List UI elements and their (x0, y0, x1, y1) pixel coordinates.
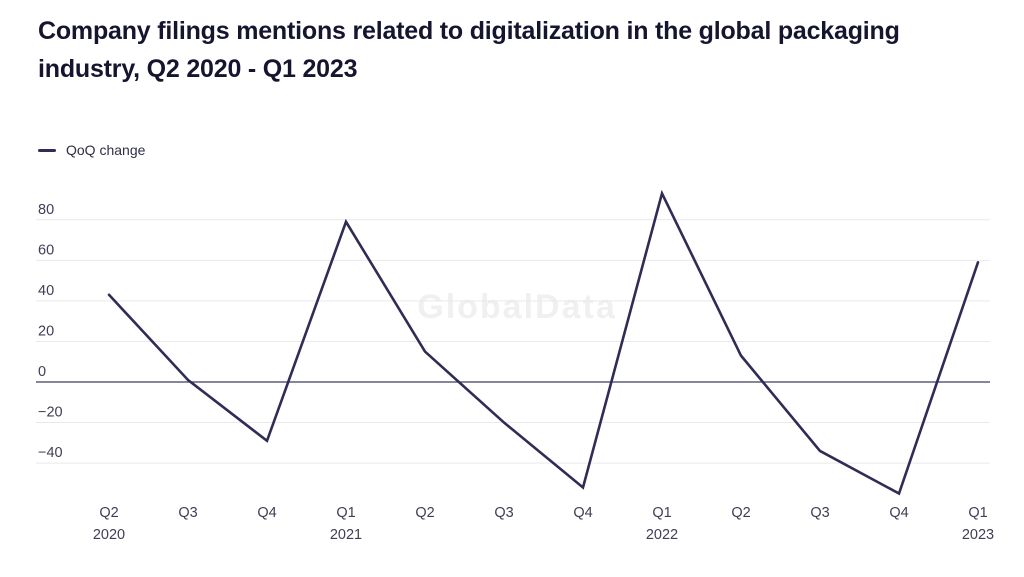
y-axis-tick-label: −40 (38, 445, 63, 461)
x-axis-tick-label: Q3 (810, 505, 829, 521)
y-axis-tick-label: −20 (38, 405, 63, 421)
series-qoq-change-line (107, 189, 980, 496)
x-axis-tick-label: Q2 (99, 505, 118, 521)
x-axis-year-label: 2023 (962, 527, 994, 543)
x-axis-tick-label: Q1 (336, 505, 355, 521)
x-axis-tick-label: Q4 (573, 505, 592, 521)
y-axis-tick-label: 20 (38, 323, 54, 339)
x-axis-year-label: 2020 (93, 527, 125, 543)
x-axis-tick-label: Q1 (652, 505, 671, 521)
x-axis-tick-label: Q3 (494, 505, 513, 521)
legend-line-icon (38, 148, 56, 152)
x-axis-tick-label: Q3 (178, 505, 197, 521)
watermark-text: GlobalData (417, 288, 616, 326)
legend-label: QoQ change (66, 142, 146, 158)
x-axis-tick-label: Q4 (257, 505, 276, 521)
x-axis-tick-label: Q4 (889, 505, 908, 521)
y-axis-tick-label: 40 (38, 283, 54, 299)
y-axis-tick-label: 80 (38, 202, 54, 218)
x-axis-year-label: 2021 (330, 527, 362, 543)
x-axis-tick-label: Q1 (968, 505, 987, 521)
chart-title: Company filings mentions related to digi… (38, 17, 900, 83)
x-axis-tick-label: Q2 (415, 505, 434, 521)
y-axis-tick-label: 0 (38, 364, 46, 380)
y-axis-tick-label: 60 (38, 242, 54, 258)
legend: QoQ change (38, 142, 145, 158)
x-axis-year-label: 2022 (646, 527, 678, 543)
x-axis-tick-label: Q2 (731, 505, 750, 521)
